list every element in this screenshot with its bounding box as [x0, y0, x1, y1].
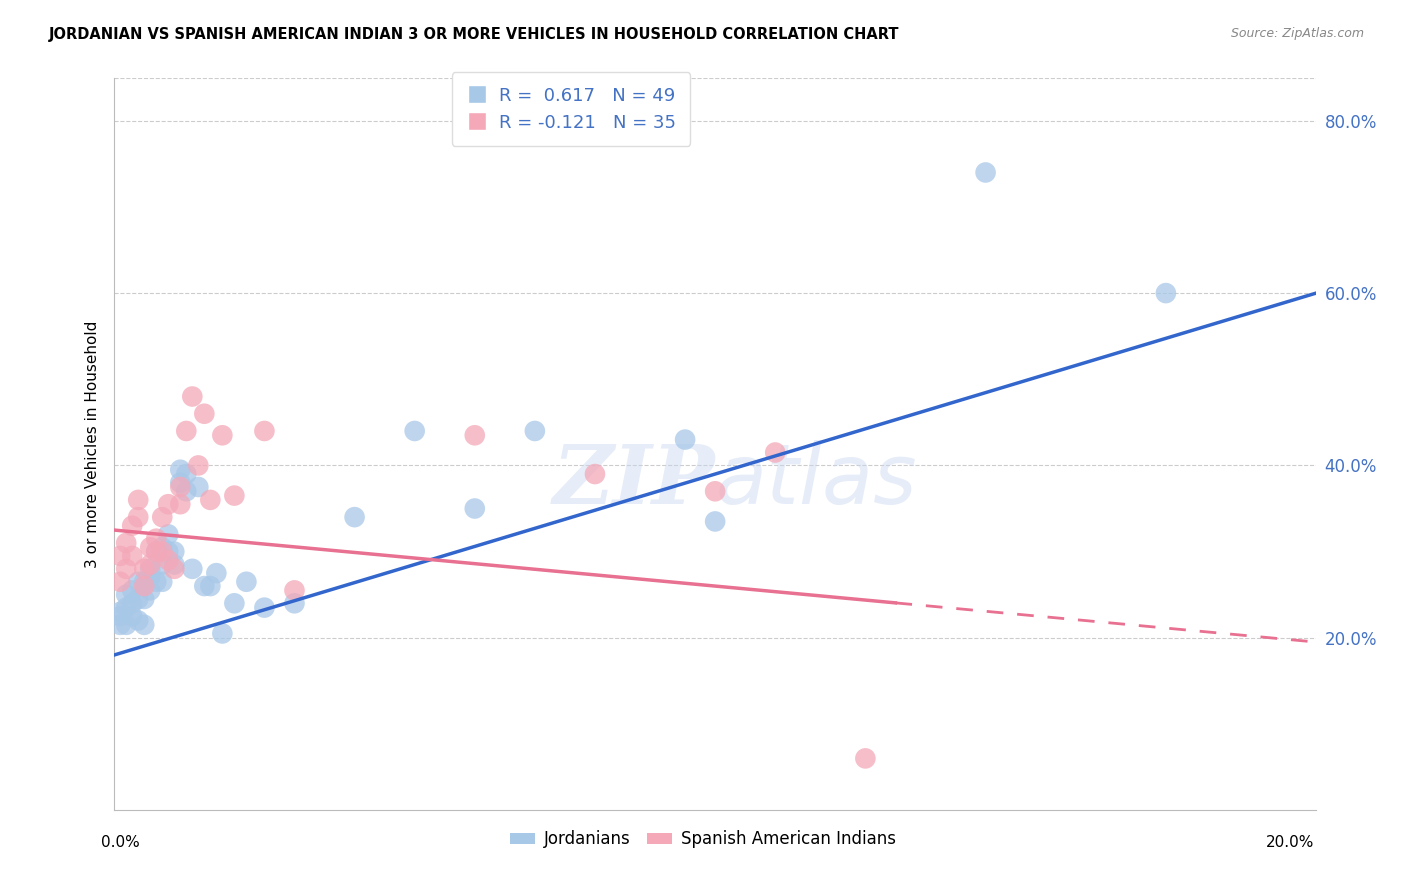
Point: [464, 428, 486, 442]
Point: [163, 544, 186, 558]
Point: [108, 609, 131, 624]
Point: [673, 433, 696, 447]
Point: [127, 614, 149, 628]
Point: [127, 510, 149, 524]
Point: [193, 579, 215, 593]
Point: [150, 541, 173, 555]
Point: [211, 428, 233, 442]
Point: [523, 424, 546, 438]
Point: [169, 480, 191, 494]
Point: [121, 583, 143, 598]
Text: JORDANIAN VS SPANISH AMERICAN INDIAN 3 OR MORE VEHICLES IN HOUSEHOLD CORRELATION: JORDANIAN VS SPANISH AMERICAN INDIAN 3 O…: [49, 27, 900, 42]
Point: [127, 574, 149, 589]
Point: [134, 592, 156, 607]
Point: [704, 515, 727, 529]
Point: [139, 570, 162, 584]
Point: [121, 609, 143, 624]
Point: [253, 424, 276, 438]
Text: 0.0%: 0.0%: [101, 836, 141, 850]
Point: [121, 596, 143, 610]
Point: [150, 510, 173, 524]
Point: [163, 558, 186, 572]
Point: [145, 544, 167, 558]
Point: [343, 510, 366, 524]
Point: [583, 467, 606, 481]
Text: atlas: atlas: [716, 440, 917, 521]
Point: [127, 492, 149, 507]
Point: [853, 751, 876, 765]
Point: [150, 544, 173, 558]
Legend: R =  0.617   N = 49, R = -0.121   N = 35: R = 0.617 N = 49, R = -0.121 N = 35: [451, 72, 690, 146]
Point: [108, 617, 131, 632]
Point: [176, 424, 198, 438]
Point: [121, 549, 143, 563]
Point: [1154, 286, 1177, 301]
Point: [187, 480, 209, 494]
Point: [145, 574, 167, 589]
Text: 20.0%: 20.0%: [1267, 836, 1315, 850]
Point: [169, 475, 191, 490]
Point: [704, 484, 727, 499]
Point: [115, 536, 138, 550]
Point: [224, 489, 246, 503]
Point: [139, 583, 162, 598]
Point: [181, 390, 204, 404]
Point: [108, 574, 131, 589]
Point: [211, 626, 233, 640]
Point: [224, 596, 246, 610]
Point: [200, 579, 222, 593]
Point: [115, 600, 138, 615]
Point: [134, 579, 156, 593]
Point: [163, 562, 186, 576]
Point: [145, 544, 167, 558]
Point: [121, 518, 143, 533]
Point: [181, 562, 204, 576]
Point: [200, 492, 222, 507]
Point: [176, 484, 198, 499]
Point: [193, 407, 215, 421]
Point: [157, 527, 180, 541]
Point: [283, 583, 305, 598]
Point: [115, 588, 138, 602]
Point: [974, 165, 997, 179]
Text: ZIP: ZIP: [553, 441, 716, 521]
Point: [108, 605, 131, 619]
Point: [115, 617, 138, 632]
Point: [464, 501, 486, 516]
Text: Source: ZipAtlas.com: Source: ZipAtlas.com: [1230, 27, 1364, 40]
Point: [139, 558, 162, 572]
Point: [134, 574, 156, 589]
Point: [145, 532, 167, 546]
Point: [157, 553, 180, 567]
Point: [283, 596, 305, 610]
Point: [157, 497, 180, 511]
Point: [253, 600, 276, 615]
Point: [150, 574, 173, 589]
Point: [404, 424, 426, 438]
Point: [157, 544, 180, 558]
Point: [139, 541, 162, 555]
Point: [235, 574, 257, 589]
Point: [169, 463, 191, 477]
Point: [115, 562, 138, 576]
Point: [205, 566, 228, 581]
Point: [176, 467, 198, 481]
Legend: Jordanians, Spanish American Indians: Jordanians, Spanish American Indians: [503, 824, 903, 855]
Point: [763, 445, 786, 459]
Point: [139, 562, 162, 576]
Point: [169, 497, 191, 511]
Y-axis label: 3 or more Vehicles in Household: 3 or more Vehicles in Household: [86, 320, 100, 567]
Point: [134, 617, 156, 632]
Point: [187, 458, 209, 473]
Point: [127, 592, 149, 607]
Point: [134, 562, 156, 576]
Point: [108, 549, 131, 563]
Point: [150, 558, 173, 572]
